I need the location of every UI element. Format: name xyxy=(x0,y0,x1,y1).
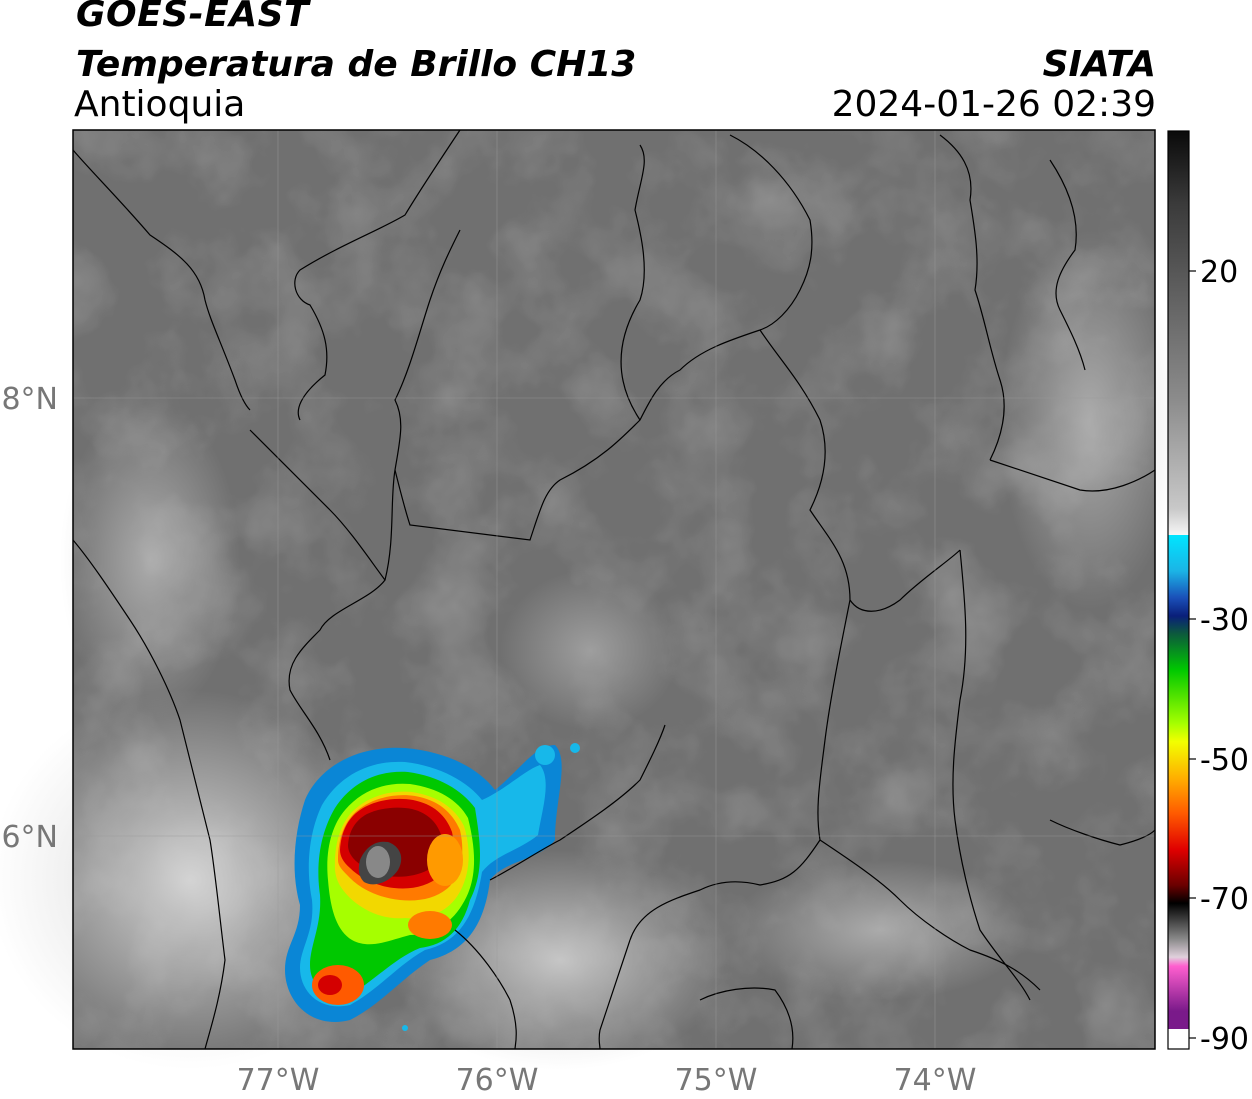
lat-axis: 8°N 6°N xyxy=(1,382,58,855)
lon-tick-75w: 75°W xyxy=(675,1063,758,1098)
organization-label: SIATA xyxy=(1042,44,1156,85)
cloud-northeast xyxy=(1000,230,1180,610)
colorbar-tick-label: -30 xyxy=(1200,603,1249,638)
lon-tick-74w: 74°W xyxy=(894,1063,977,1098)
colorbar: 20 -30 -50 -70 -90 xyxy=(1167,130,1249,1057)
map-frame xyxy=(72,129,1156,1050)
lon-tick-77w: 77°W xyxy=(237,1063,320,1098)
gridlines xyxy=(73,130,1155,1049)
lon-tick-76w: 76°W xyxy=(456,1063,539,1098)
colorbar-frame xyxy=(1167,130,1190,1050)
lat-tick-6n: 6°N xyxy=(1,820,58,855)
colorbar-gradient xyxy=(1168,131,1189,1029)
map-panel xyxy=(0,129,1180,1070)
cloud-southeast xyxy=(730,860,1030,1000)
colorbar-tick-label: -50 xyxy=(1200,743,1249,778)
colorbar-tick-label: -90 xyxy=(1200,1022,1249,1057)
boundaries xyxy=(72,129,1156,1050)
lat-tick-8n: 8°N xyxy=(1,382,58,417)
datetime-label: 2024-01-26 02:39 xyxy=(831,84,1156,125)
lon-axis: 77°W 76°W 75°W 74°W xyxy=(237,1063,977,1098)
convective-storm xyxy=(285,743,580,1031)
region-label: Antioquia xyxy=(74,84,246,125)
product-title: Temperatura de Brillo CH13 xyxy=(76,44,637,85)
colorbar-tick-label: 20 xyxy=(1200,255,1238,290)
colorbar-under xyxy=(1168,1029,1189,1049)
cloud-center xyxy=(500,570,680,730)
satellite-title: GOES-EAST xyxy=(76,0,310,35)
cloud-northwest xyxy=(60,400,240,720)
colorbar-tick-label: -70 xyxy=(1200,882,1249,917)
